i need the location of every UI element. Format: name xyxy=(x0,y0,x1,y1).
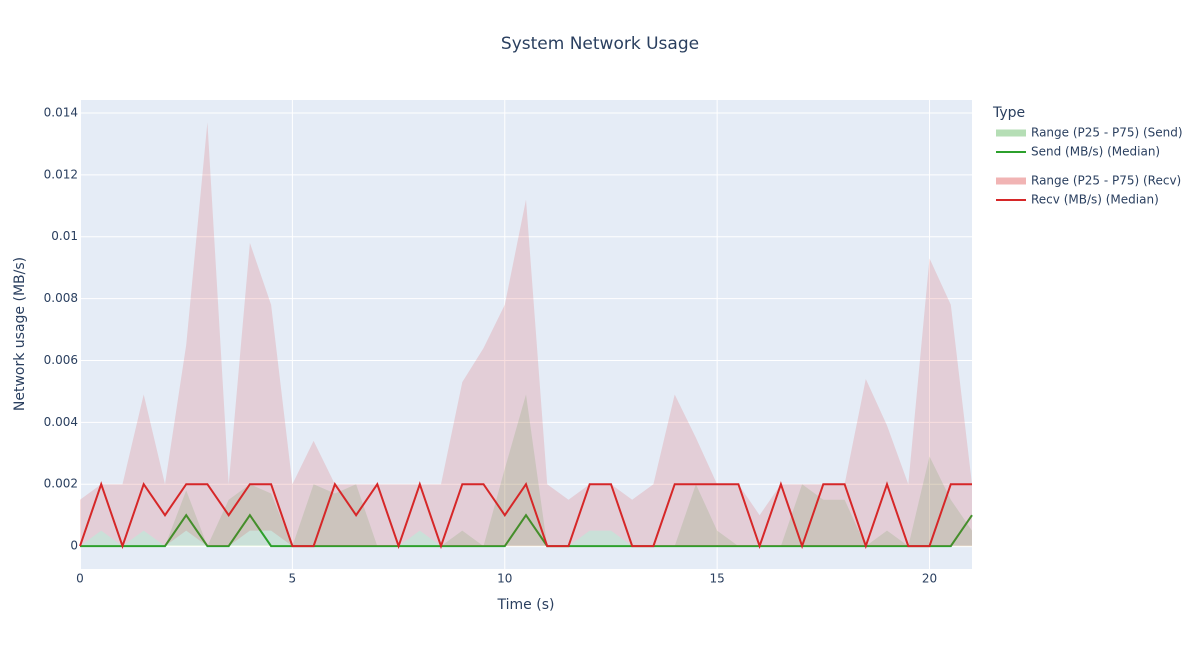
y-tick-label: 0.01 xyxy=(51,229,78,243)
median-line xyxy=(80,513,973,548)
legend: Range (P25 - P75) (Send) Send (MB/s) (Med… xyxy=(996,126,1183,207)
legend-title: Type xyxy=(992,105,1025,121)
y-tick-label: 0.002 xyxy=(44,477,78,491)
x-tick-label: 15 xyxy=(710,572,725,586)
chart-title: System Network Usage xyxy=(501,34,699,54)
range-band xyxy=(80,394,972,547)
y-tick-label: 0.012 xyxy=(44,167,78,181)
x-tick-label: 0 xyxy=(76,572,84,586)
x-tick-label: 20 xyxy=(922,572,937,586)
y-axis-title: Network usage (MB/s) xyxy=(12,257,28,411)
plot-area xyxy=(80,100,972,569)
x-axis-title: Time (s) xyxy=(497,597,555,613)
legend-label: Recv (MB/s) (Median) xyxy=(1031,193,1159,207)
legend-label: Send (MB/s) (Median) xyxy=(1031,145,1160,159)
y-tick-label: 0 xyxy=(70,539,78,553)
y-tick-label: 0.008 xyxy=(44,291,78,305)
y-tick-label: 0.006 xyxy=(44,353,78,367)
range-band xyxy=(80,122,972,547)
marks xyxy=(79,122,973,550)
x-tick-label: 5 xyxy=(289,572,297,586)
y-tick-label: 0.004 xyxy=(44,415,78,429)
legend-label: Range (P25 - P75) (Send) xyxy=(1031,126,1183,140)
median-line xyxy=(79,481,972,550)
legend-label: Range (P25 - P75) (Recv) xyxy=(1031,174,1181,188)
x-tick-label: 10 xyxy=(497,572,512,586)
y-tick-label: 0.014 xyxy=(44,105,78,119)
